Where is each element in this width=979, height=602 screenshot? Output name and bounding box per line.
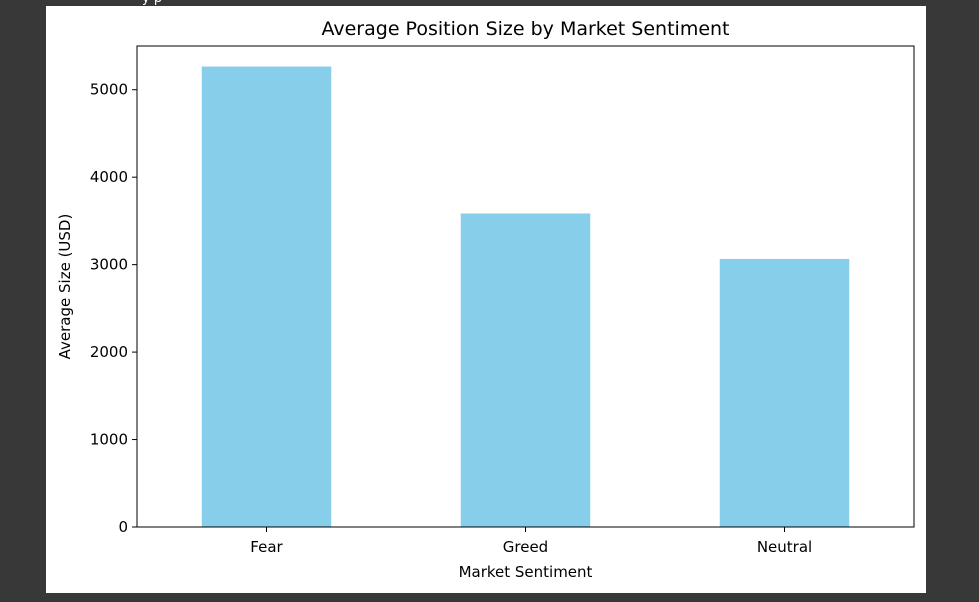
y-tick-label: 2000 (90, 343, 128, 361)
y-tick-label: 1000 (90, 431, 128, 449)
bars-group (201, 66, 850, 527)
y-tick-label: 0 (118, 518, 128, 536)
x-tick-label: Greed (503, 538, 548, 556)
chart-title: Average Position Size by Market Sentimen… (321, 18, 729, 40)
y-tick-label: 4000 (90, 168, 128, 186)
y-axis-title: Average Size (USD) (56, 214, 74, 360)
x-tick-label: Neutral (757, 538, 812, 556)
y-axis: 0 1000 2000 3000 4000 5000 (90, 81, 137, 536)
cut-off-cell-text: y p (142, 0, 162, 6)
y-tick-label: 5000 (90, 81, 128, 99)
x-tick-label: Fear (250, 538, 283, 556)
bar-greed (460, 213, 591, 527)
x-axis: Fear Greed Neutral (250, 527, 812, 556)
bar-neutral (719, 258, 850, 527)
bar-fear (201, 66, 332, 527)
y-tick-label: 3000 (90, 256, 128, 274)
x-axis-title: Market Sentiment (459, 563, 593, 581)
chart-figure: 0 1000 2000 3000 4000 5000 Fear Greed Neutral A… (46, 6, 926, 593)
bar-chart: 0 1000 2000 3000 4000 5000 Fear Greed Neutral A… (56, 18, 915, 581)
